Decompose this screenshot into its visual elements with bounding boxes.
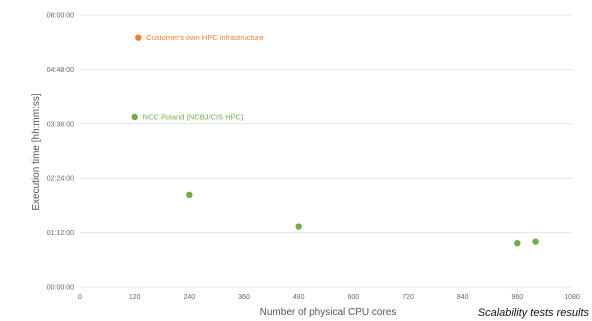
figure-caption: Scalability tests results xyxy=(477,307,589,319)
series-label: NCC Poland (NCBJ/CIS HPC) xyxy=(143,113,244,122)
y-axis-ticks: 00:00:00 01:12:00 02:24:00 03:36:00 04:48:00… xyxy=(47,13,74,292)
x-axis-title: Number of physical CPU cores xyxy=(260,307,397,318)
y-axis-title: Execution time [hh:mm:ss] xyxy=(31,93,42,210)
x-tick-label: 480 xyxy=(293,294,305,301)
data-point xyxy=(131,113,138,121)
x-tick-label: 600 xyxy=(347,294,359,301)
x-tick-label: 240 xyxy=(183,294,195,301)
x-tick-label: 0 xyxy=(78,294,82,301)
data-point xyxy=(532,238,539,245)
x-tick-label: 120 xyxy=(129,294,141,301)
series-label: Customer's own HPC infrastructure xyxy=(146,33,263,42)
x-tick-label: 720 xyxy=(402,294,414,301)
y-tick-label: 04:48:00 xyxy=(47,67,74,74)
x-tick-label: 1080 xyxy=(564,294,580,301)
x-axis-ticks: 0 120 240 360 480 600 720 840 960 1080 xyxy=(78,294,580,301)
y-tick-label: 06:00:00 xyxy=(47,13,74,20)
y-tick-label: 00:00:00 xyxy=(47,285,74,292)
data-point xyxy=(514,239,521,247)
data-point xyxy=(186,191,193,199)
point-annotations: Customer's own HPC infrastructure NCC Pol… xyxy=(143,33,264,121)
data-point xyxy=(295,223,302,230)
x-tick-label: 840 xyxy=(457,294,469,301)
gridlines xyxy=(80,14,572,288)
y-tick-label: 03:36:00 xyxy=(47,121,74,128)
x-tick-label: 960 xyxy=(511,294,523,301)
y-tick-label: 01:12:00 xyxy=(47,230,74,237)
data-points xyxy=(131,34,539,247)
y-tick-label: 02:24:00 xyxy=(47,176,74,183)
x-tick-label: 360 xyxy=(238,294,250,301)
data-point xyxy=(135,34,142,41)
